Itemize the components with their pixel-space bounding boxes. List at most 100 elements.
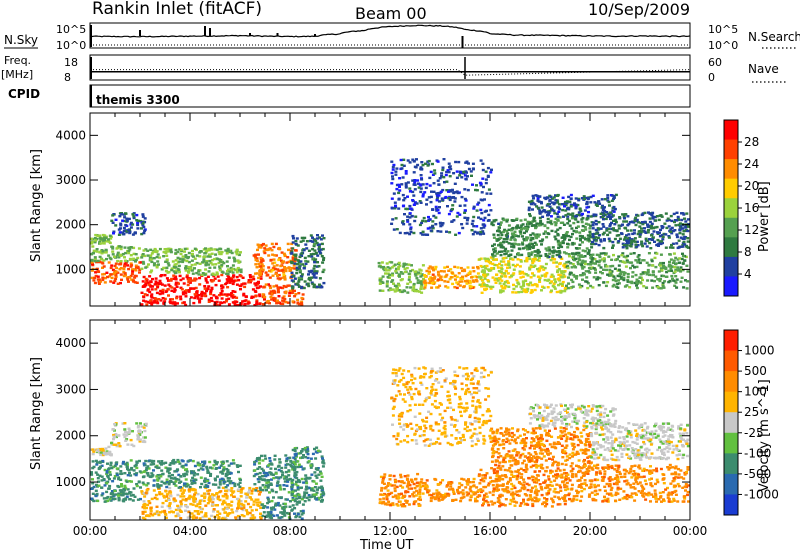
heatmap-cell — [413, 283, 416, 285]
heatmap-cell — [283, 506, 286, 508]
heatmap-cell — [263, 252, 266, 254]
heatmap-cell — [430, 171, 433, 173]
heatmap-cell — [558, 255, 561, 257]
colorbar-segment — [724, 179, 738, 199]
heatmap-cell — [594, 243, 597, 245]
heatmap-cell — [206, 255, 209, 257]
heatmap-cell — [608, 201, 611, 203]
heatmap-cell — [123, 428, 126, 430]
heatmap-cell — [471, 229, 474, 231]
heatmap-cell — [476, 209, 479, 211]
heatmap-cell — [625, 284, 628, 286]
heatmap-cell — [279, 488, 282, 490]
heatmap-cell — [231, 268, 234, 270]
heatmap-cell — [504, 281, 507, 283]
heatmap-cell — [457, 266, 460, 268]
heatmap-cell — [156, 510, 159, 512]
heatmap-cell — [305, 263, 308, 265]
heatmap-cell — [443, 270, 446, 272]
heatmap-cell — [479, 284, 482, 286]
heatmap-cell — [571, 243, 574, 245]
heatmap-cell — [322, 257, 325, 259]
heatmap-cell — [641, 214, 644, 216]
heatmap-cell — [211, 263, 214, 265]
heatmap-cell — [220, 274, 223, 276]
heatmap-cell — [220, 253, 223, 255]
heatmap-cell — [316, 261, 319, 263]
heatmap-cell — [386, 262, 389, 264]
heatmap-cell — [611, 200, 614, 202]
heatmap-cell — [581, 274, 584, 276]
heatmap-cell — [269, 287, 272, 289]
heatmap-cell — [451, 283, 454, 285]
heatmap-cell — [466, 222, 469, 224]
heatmap-cell — [282, 274, 285, 276]
heatmap-cell — [575, 204, 578, 206]
heatmap-cell — [304, 492, 307, 494]
heatmap-cell — [669, 231, 672, 233]
heatmap-cell — [505, 220, 508, 222]
heatmap-cell — [192, 497, 195, 499]
heatmap-cell — [413, 204, 416, 206]
heatmap-cell — [506, 232, 509, 234]
heatmap-cell — [173, 483, 176, 485]
heatmap-cell — [540, 243, 543, 245]
cpid-value: themis 3300 — [96, 93, 180, 107]
heatmap-cell — [153, 262, 156, 264]
heatmap-cell — [540, 289, 543, 291]
heatmap-cell — [310, 467, 313, 469]
heatmap-cell — [639, 281, 642, 283]
heatmap-cell — [487, 268, 490, 270]
heatmap-cell — [194, 489, 197, 491]
heatmap-cell — [199, 263, 202, 265]
heatmap-cell — [447, 270, 450, 272]
heatmap-cell — [440, 270, 443, 272]
heatmap-cell — [307, 285, 310, 287]
colorbar-segment — [724, 140, 738, 160]
heatmap-cell — [510, 275, 513, 277]
heatmap-cell — [263, 296, 266, 298]
heatmap-cell — [230, 472, 233, 474]
heatmap-cell — [273, 458, 276, 460]
heatmap-cell — [269, 482, 272, 484]
heatmap-cell — [664, 233, 667, 235]
heatmap-cell — [394, 285, 397, 287]
heatmap-cell — [534, 227, 537, 229]
heatmap-cell — [300, 297, 303, 299]
heatmap-cell — [292, 235, 295, 237]
heatmap-cell — [626, 247, 629, 249]
heatmap-cell — [153, 513, 156, 515]
heatmap-cell — [557, 194, 560, 196]
heatmap-cell — [240, 491, 243, 493]
heatmap-cell — [616, 234, 619, 236]
heatmap-cell — [147, 474, 150, 476]
heatmap-cell — [277, 287, 280, 289]
heatmap-cell — [619, 238, 622, 240]
heatmap-cell — [204, 514, 207, 516]
heatmap-cell — [456, 212, 459, 214]
heatmap-cell — [453, 266, 456, 268]
heatmap-cell — [239, 251, 242, 253]
heatmap-cell — [286, 481, 289, 483]
heatmap-cell — [508, 229, 511, 231]
heatmap-cell — [414, 188, 417, 190]
heatmap-cell — [282, 260, 285, 262]
heatmap-cell — [406, 291, 409, 293]
heatmap-cell — [517, 235, 520, 237]
heatmap-cell — [296, 299, 299, 301]
heatmap-cell — [571, 266, 574, 268]
heatmap-cell — [452, 196, 455, 198]
heatmap-cell — [150, 269, 153, 271]
heatmap-cell — [594, 272, 597, 274]
heatmap-cell — [623, 227, 626, 229]
freq-tick-top: 18 — [64, 56, 78, 69]
heatmap-cell — [176, 513, 179, 515]
heatmap-cell — [102, 234, 105, 236]
heatmap-cell — [101, 279, 104, 281]
heatmap-cell — [111, 246, 114, 248]
heatmap-cell — [670, 258, 673, 260]
heatmap-cell — [193, 474, 196, 476]
heatmap-cell — [286, 485, 289, 487]
nsky-label: N.Sky — [4, 33, 38, 47]
